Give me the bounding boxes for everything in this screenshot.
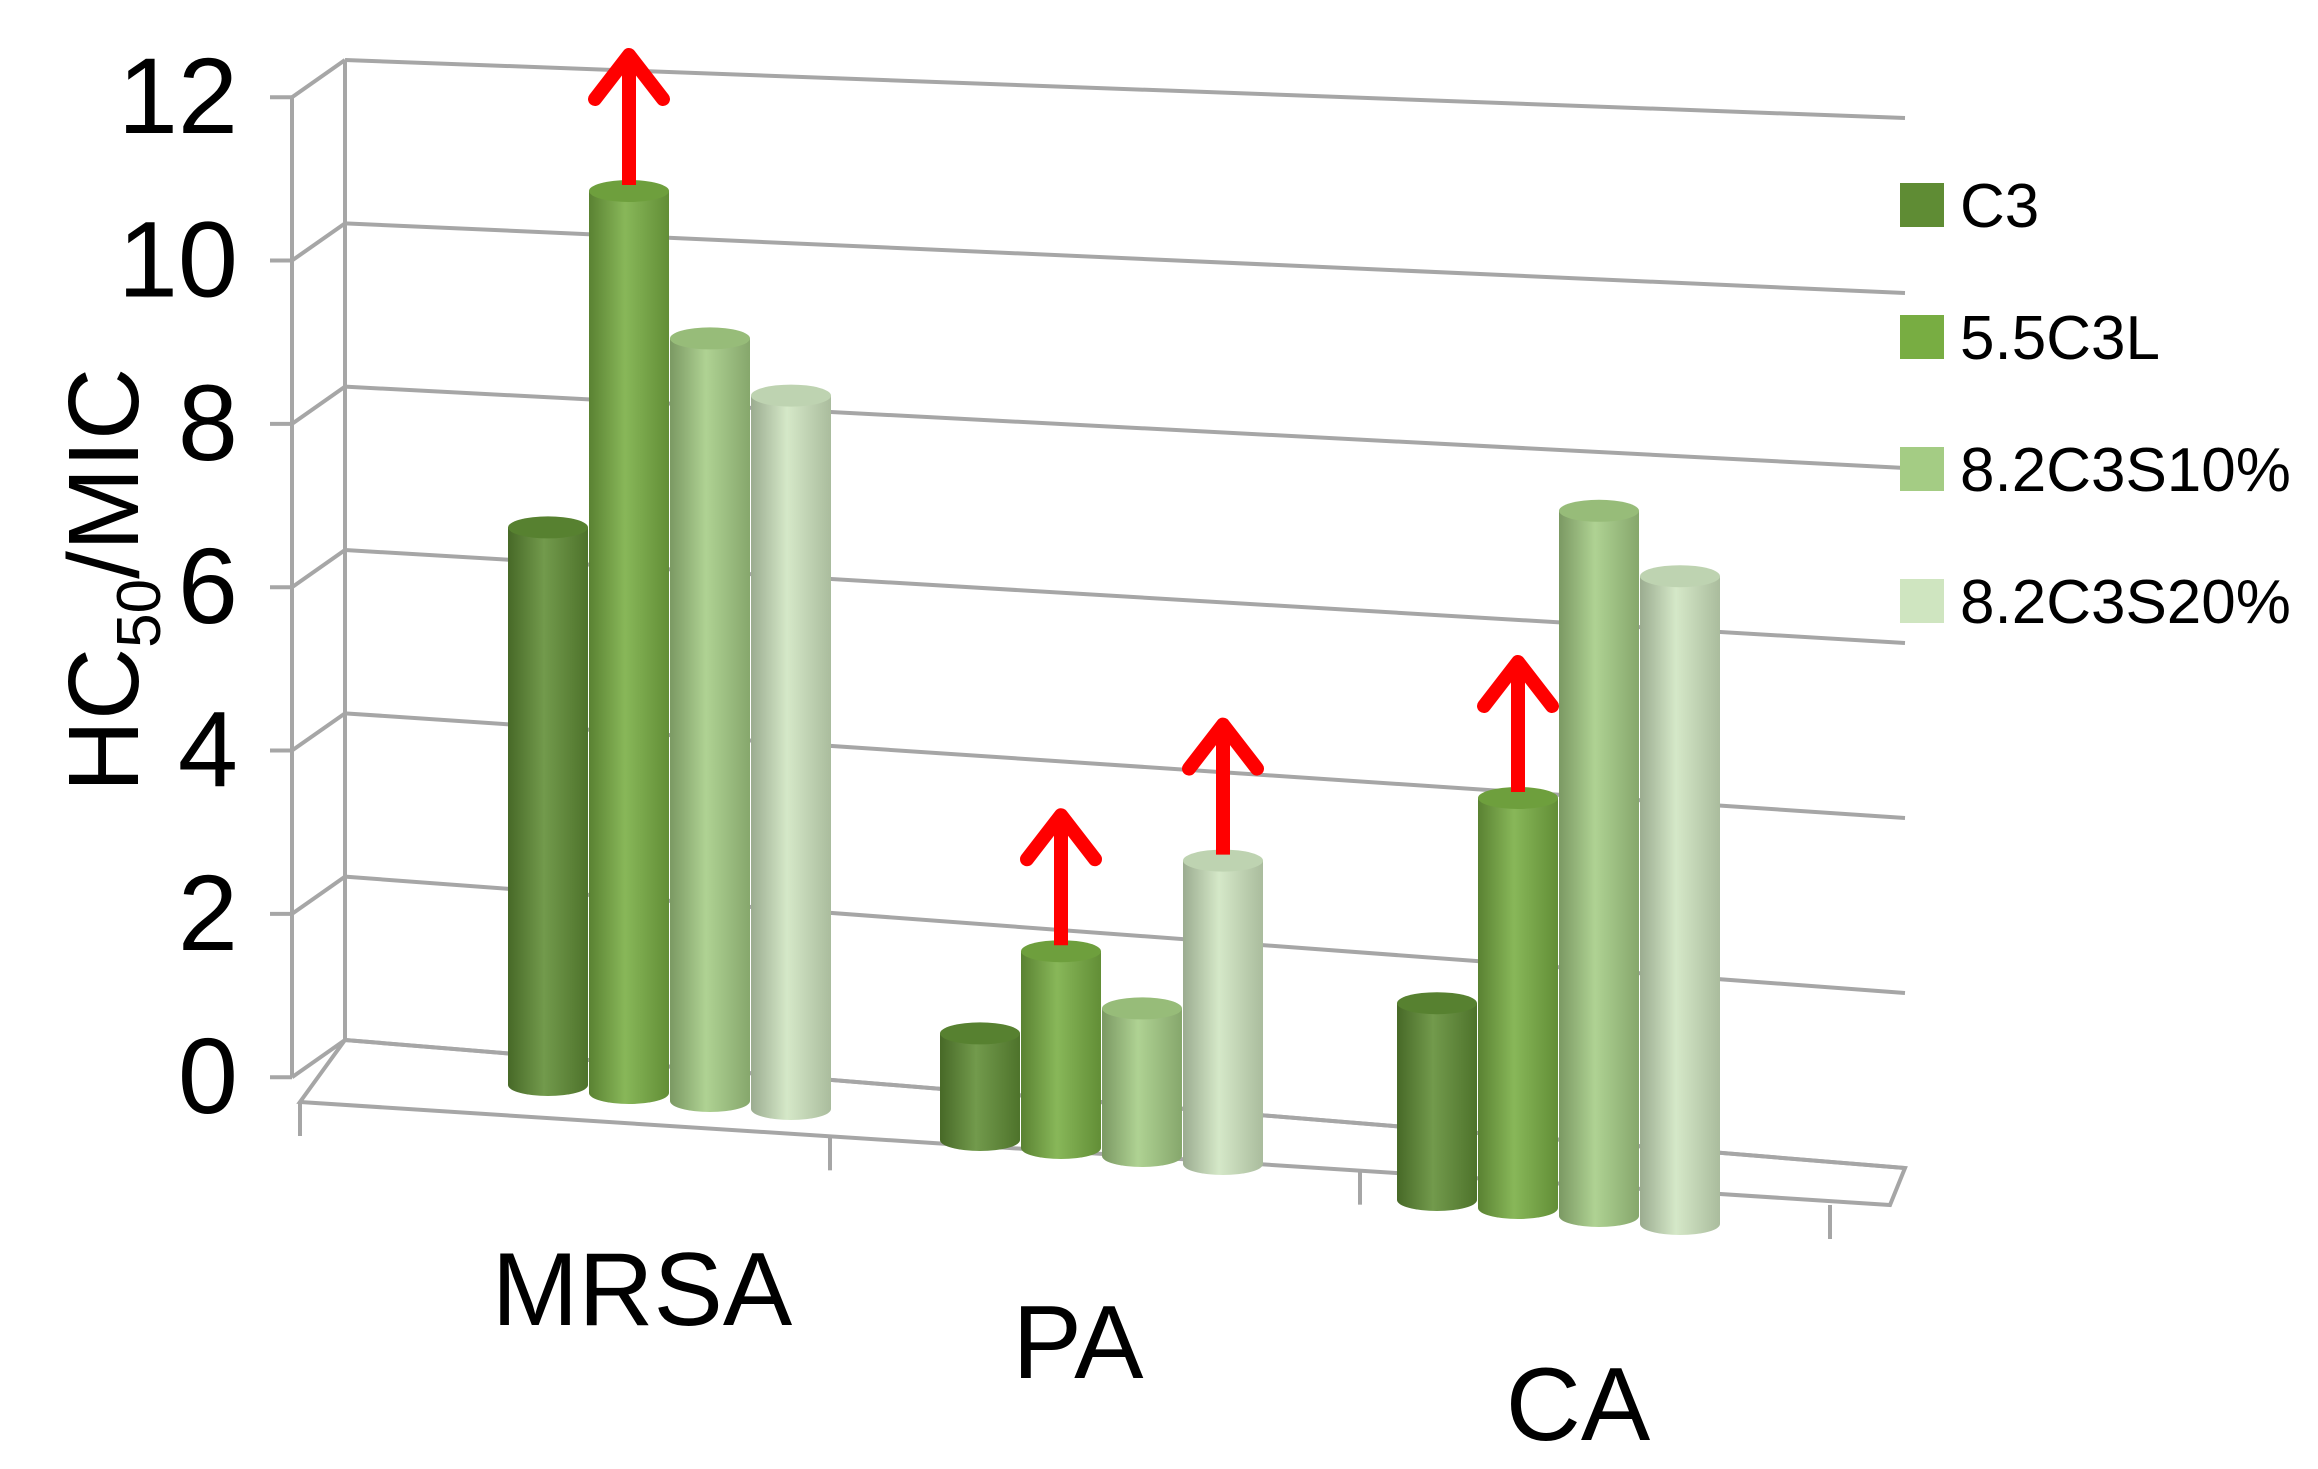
category-labels: MRSA PA CA	[492, 1232, 1651, 1463]
bar	[670, 327, 750, 1112]
category-label: CA	[1506, 1347, 1651, 1463]
legend-item: 8.2C3S20%	[1900, 568, 2291, 637]
y-tick-label: 6	[178, 525, 238, 646]
up-arrow-icon	[1182, 717, 1264, 855]
gridline	[290, 875, 347, 916]
arrows	[588, 48, 1559, 946]
legend-item: 5.5C3L	[1900, 304, 2160, 373]
bar	[751, 384, 831, 1121]
bar	[508, 516, 588, 1096]
bar	[940, 1022, 1020, 1151]
category-label: MRSA	[492, 1232, 793, 1348]
bar	[1559, 499, 1639, 1227]
gridline	[344, 58, 1906, 120]
gridline	[344, 221, 1906, 295]
bar	[1183, 849, 1263, 1175]
legend-swatch	[1900, 315, 1944, 359]
legend-swatch	[1900, 579, 1944, 623]
gridline	[344, 384, 1906, 470]
up-arrow-icon	[1477, 655, 1559, 792]
up-arrow-icon	[588, 48, 670, 185]
legend-label: 8.2C3S10%	[1960, 436, 2291, 505]
y-tick-label: 10	[118, 199, 238, 320]
bar	[1102, 997, 1182, 1167]
gridline	[290, 221, 347, 263]
legend-item: C3	[1900, 172, 2039, 241]
legend: C3 5.5C3L 8.2C3S10% 8.2C3S20%	[1900, 172, 2291, 637]
y-axis-label: HC50/MIC	[48, 368, 174, 793]
bar	[1478, 787, 1558, 1219]
bar	[1021, 940, 1101, 1159]
y-tick-label: 2	[178, 852, 238, 973]
gridline	[290, 1038, 347, 1079]
bar	[589, 180, 669, 1104]
bar	[1640, 565, 1720, 1235]
gridline	[290, 548, 347, 589]
up-arrow-icon	[1020, 808, 1102, 946]
legend-swatch	[1900, 447, 1944, 491]
gridline	[290, 385, 347, 426]
y-tick-labels: 0 2 4 6 8 10 12	[118, 35, 292, 1136]
y-tick-label: 8	[178, 362, 238, 483]
legend-swatch	[1900, 183, 1944, 227]
y-tick-label: 4	[178, 689, 238, 810]
legend-label: 5.5C3L	[1960, 304, 2160, 373]
legend-label: C3	[1960, 172, 2039, 241]
floor	[296, 1037, 1908, 1208]
y-tick-label: 0	[178, 1015, 238, 1136]
gridline	[290, 58, 347, 99]
y-tick-label: 12	[118, 35, 238, 156]
legend-item: 8.2C3S10%	[1900, 436, 2291, 505]
gridline	[290, 711, 347, 753]
bars	[508, 180, 1720, 1235]
legend-label: 8.2C3S20%	[1960, 568, 2291, 637]
category-label: PA	[1012, 1285, 1144, 1401]
bar	[1397, 992, 1477, 1211]
